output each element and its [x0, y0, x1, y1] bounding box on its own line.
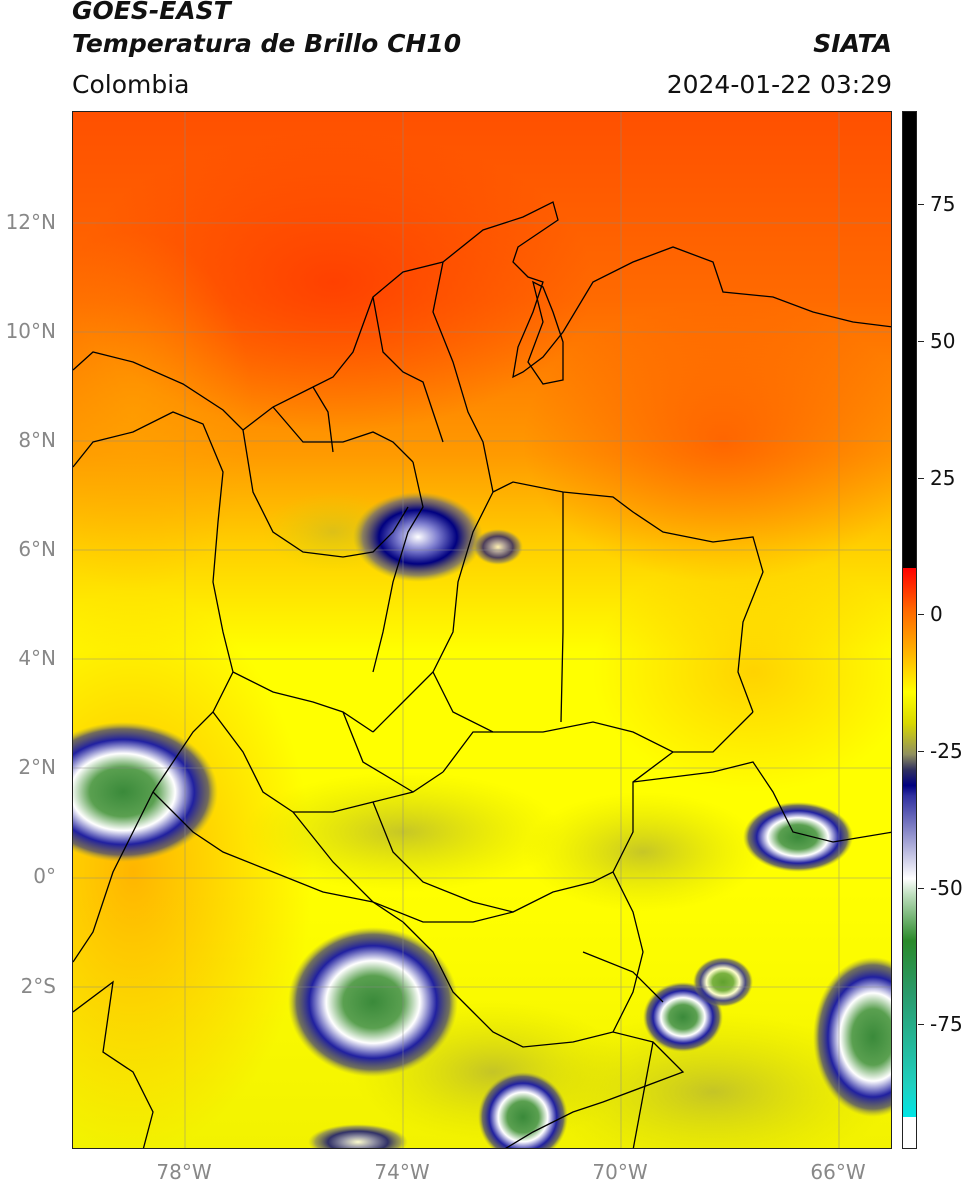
colorbar-label-0: 0 — [930, 602, 943, 626]
lat-label-4n: 4°N — [18, 646, 56, 670]
colorbar-tick — [918, 888, 924, 889]
colorbar-tick — [918, 1024, 924, 1025]
lon-label-74w: 74°W — [374, 1160, 430, 1184]
lon-label-78w: 78°W — [156, 1160, 212, 1184]
colorbar-label-50: 50 — [930, 329, 956, 353]
colorbar-tick — [918, 204, 924, 205]
colorbar-label-minus25: -25 — [930, 739, 963, 763]
colorbar-label-minus50: -50 — [930, 876, 963, 900]
lat-label-6n: 6°N — [18, 537, 56, 561]
temperature-colorbar — [902, 111, 917, 1149]
colorbar-tick — [918, 614, 924, 615]
product-title: Temperatura de Brillo CH10 — [72, 29, 462, 58]
lat-label-2n: 2°N — [18, 755, 56, 779]
agency-label: SIATA — [813, 29, 892, 58]
colorbar-label-75: 75 — [930, 192, 956, 216]
lat-label-10n: 10°N — [5, 319, 56, 343]
lat-label-2s: 2°S — [20, 974, 56, 998]
colorbar-tick — [918, 478, 924, 479]
lat-label-8n: 8°N — [18, 428, 56, 452]
lat-label-12n: 12°N — [5, 210, 56, 234]
colorbar-tick — [918, 341, 924, 342]
colorbar-label-minus75: -75 — [930, 1012, 963, 1036]
satellite-title: GOES-EAST — [72, 0, 231, 25]
brightness-temperature-map[interactable] — [72, 111, 892, 1149]
map-canvas — [73, 112, 891, 1148]
lon-label-66w: 66°W — [810, 1160, 866, 1184]
colorbar-tick — [918, 751, 924, 752]
datetime-label: 2024-01-22 03:29 — [666, 70, 892, 99]
lon-label-70w: 70°W — [592, 1160, 648, 1184]
colorbar-label-25: 25 — [930, 466, 956, 490]
region-label: Colombia — [72, 70, 190, 99]
lat-label-0: 0° — [33, 864, 56, 888]
